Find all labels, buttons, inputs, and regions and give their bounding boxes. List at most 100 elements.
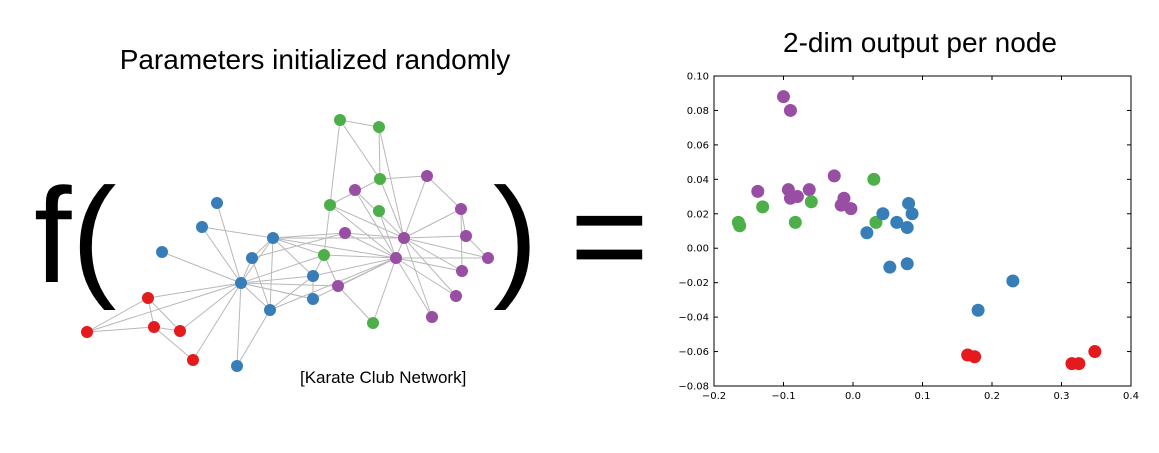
y-axis: 0.10 0.08 0.06 0.04 0.02 0.00 −0.02 −0.04 −0.06 −…	[678, 72, 1131, 393]
graph-node	[482, 252, 494, 264]
graph-node	[367, 317, 379, 329]
scatter-point	[971, 303, 985, 317]
graph-edge	[403, 237, 489, 259]
graph-edge	[240, 275, 314, 284]
graph-edge	[240, 282, 314, 300]
graph-edge	[269, 237, 274, 311]
scatter-point	[902, 196, 916, 210]
graph-edge	[395, 257, 433, 318]
graph-node	[455, 203, 467, 215]
scatter-point	[844, 202, 858, 216]
y-tick-label: 0.00	[687, 244, 709, 255]
graph-edge	[272, 237, 397, 259]
graph-edge	[147, 282, 242, 299]
graph-edge	[378, 126, 381, 180]
scatter-point	[756, 200, 770, 214]
graph-edge	[339, 119, 381, 180]
x-tick-label: 0.4	[1123, 391, 1139, 402]
graph-edge	[329, 119, 341, 206]
scatter-point	[790, 190, 804, 204]
y-tick-label: −0.04	[678, 313, 709, 324]
scatter-point	[1088, 345, 1102, 359]
graph-node	[373, 121, 385, 133]
plot-frame	[713, 75, 1132, 387]
graph-node	[318, 249, 330, 261]
graph-edge	[378, 210, 397, 259]
graph-node	[81, 326, 93, 338]
y-tick-label: 0.04	[687, 175, 709, 186]
y-tick-label: −0.02	[678, 278, 709, 289]
graph-edge	[403, 237, 457, 297]
graph-edge	[179, 282, 242, 332]
graph-edge	[236, 309, 271, 367]
y-tick-label: 0.08	[687, 106, 709, 117]
graph-edge	[240, 254, 325, 284]
graph-edges	[86, 119, 489, 367]
graph-node	[142, 292, 154, 304]
graph-edge	[403, 235, 467, 239]
graph-edge	[201, 226, 274, 239]
graph-edge	[216, 202, 242, 284]
graph-edge	[329, 204, 405, 239]
function-symbol: f(	[34, 160, 117, 311]
y-tick-label: 0.06	[687, 140, 709, 151]
x-tick-label: 0.0	[845, 391, 861, 402]
y-tick-label: −0.06	[678, 347, 709, 358]
scatter-point	[890, 215, 904, 229]
graph-edge	[378, 126, 405, 239]
graph-edge	[251, 232, 346, 259]
graph-node	[332, 280, 344, 292]
graph-node	[264, 304, 276, 316]
graph-edge	[161, 251, 242, 284]
graph-node	[460, 230, 472, 242]
equals-sign: =	[570, 160, 649, 311]
scatter-point	[837, 191, 851, 205]
close-paren: )	[493, 160, 538, 311]
graph-edge	[337, 285, 374, 324]
graph-edge	[86, 282, 242, 333]
graph-node	[398, 232, 410, 244]
scatter-point	[777, 90, 790, 104]
graph-edge	[403, 175, 428, 239]
graph-edge	[240, 282, 271, 311]
graph-node	[390, 252, 402, 264]
x-tick-label: −0.1	[771, 391, 795, 402]
graph-edge	[272, 237, 325, 256]
scatter-point	[788, 215, 802, 229]
graph-node	[324, 199, 336, 211]
graph-edge	[240, 282, 339, 287]
x-tick-label: 0.2	[984, 391, 1000, 402]
graph-edge	[339, 119, 380, 128]
graph-edge	[329, 204, 397, 259]
graph-edge	[426, 175, 462, 210]
graph-edge	[403, 208, 462, 239]
graph-edge	[460, 208, 463, 272]
graph-node	[374, 173, 386, 185]
graph-edge	[354, 189, 397, 259]
graph-edge	[236, 282, 242, 367]
graph-node	[373, 205, 385, 217]
scatter-point	[783, 103, 797, 117]
graph-edge	[379, 178, 405, 239]
x-tick-label: 0.3	[1054, 391, 1070, 402]
scatter-point	[751, 184, 765, 198]
graph-edge	[201, 226, 242, 284]
graph-edge	[272, 237, 314, 277]
graph-node	[307, 270, 319, 282]
graph-nodes	[81, 114, 494, 372]
graph-edge	[395, 257, 457, 297]
graph-node	[456, 265, 468, 277]
scatter-point	[869, 215, 883, 229]
graph-node	[339, 227, 351, 239]
graph-edge	[395, 257, 463, 272]
scatter-point	[1072, 357, 1086, 371]
graph-node	[174, 325, 186, 337]
scatter-point	[900, 257, 914, 271]
graph-edge	[153, 326, 194, 361]
graph-node	[307, 293, 319, 305]
left-title: Parameters initialized randomly	[119, 44, 511, 75]
graph-node	[156, 246, 168, 258]
graph-edge	[403, 237, 463, 272]
y-tick-label: 0.10	[687, 72, 709, 83]
